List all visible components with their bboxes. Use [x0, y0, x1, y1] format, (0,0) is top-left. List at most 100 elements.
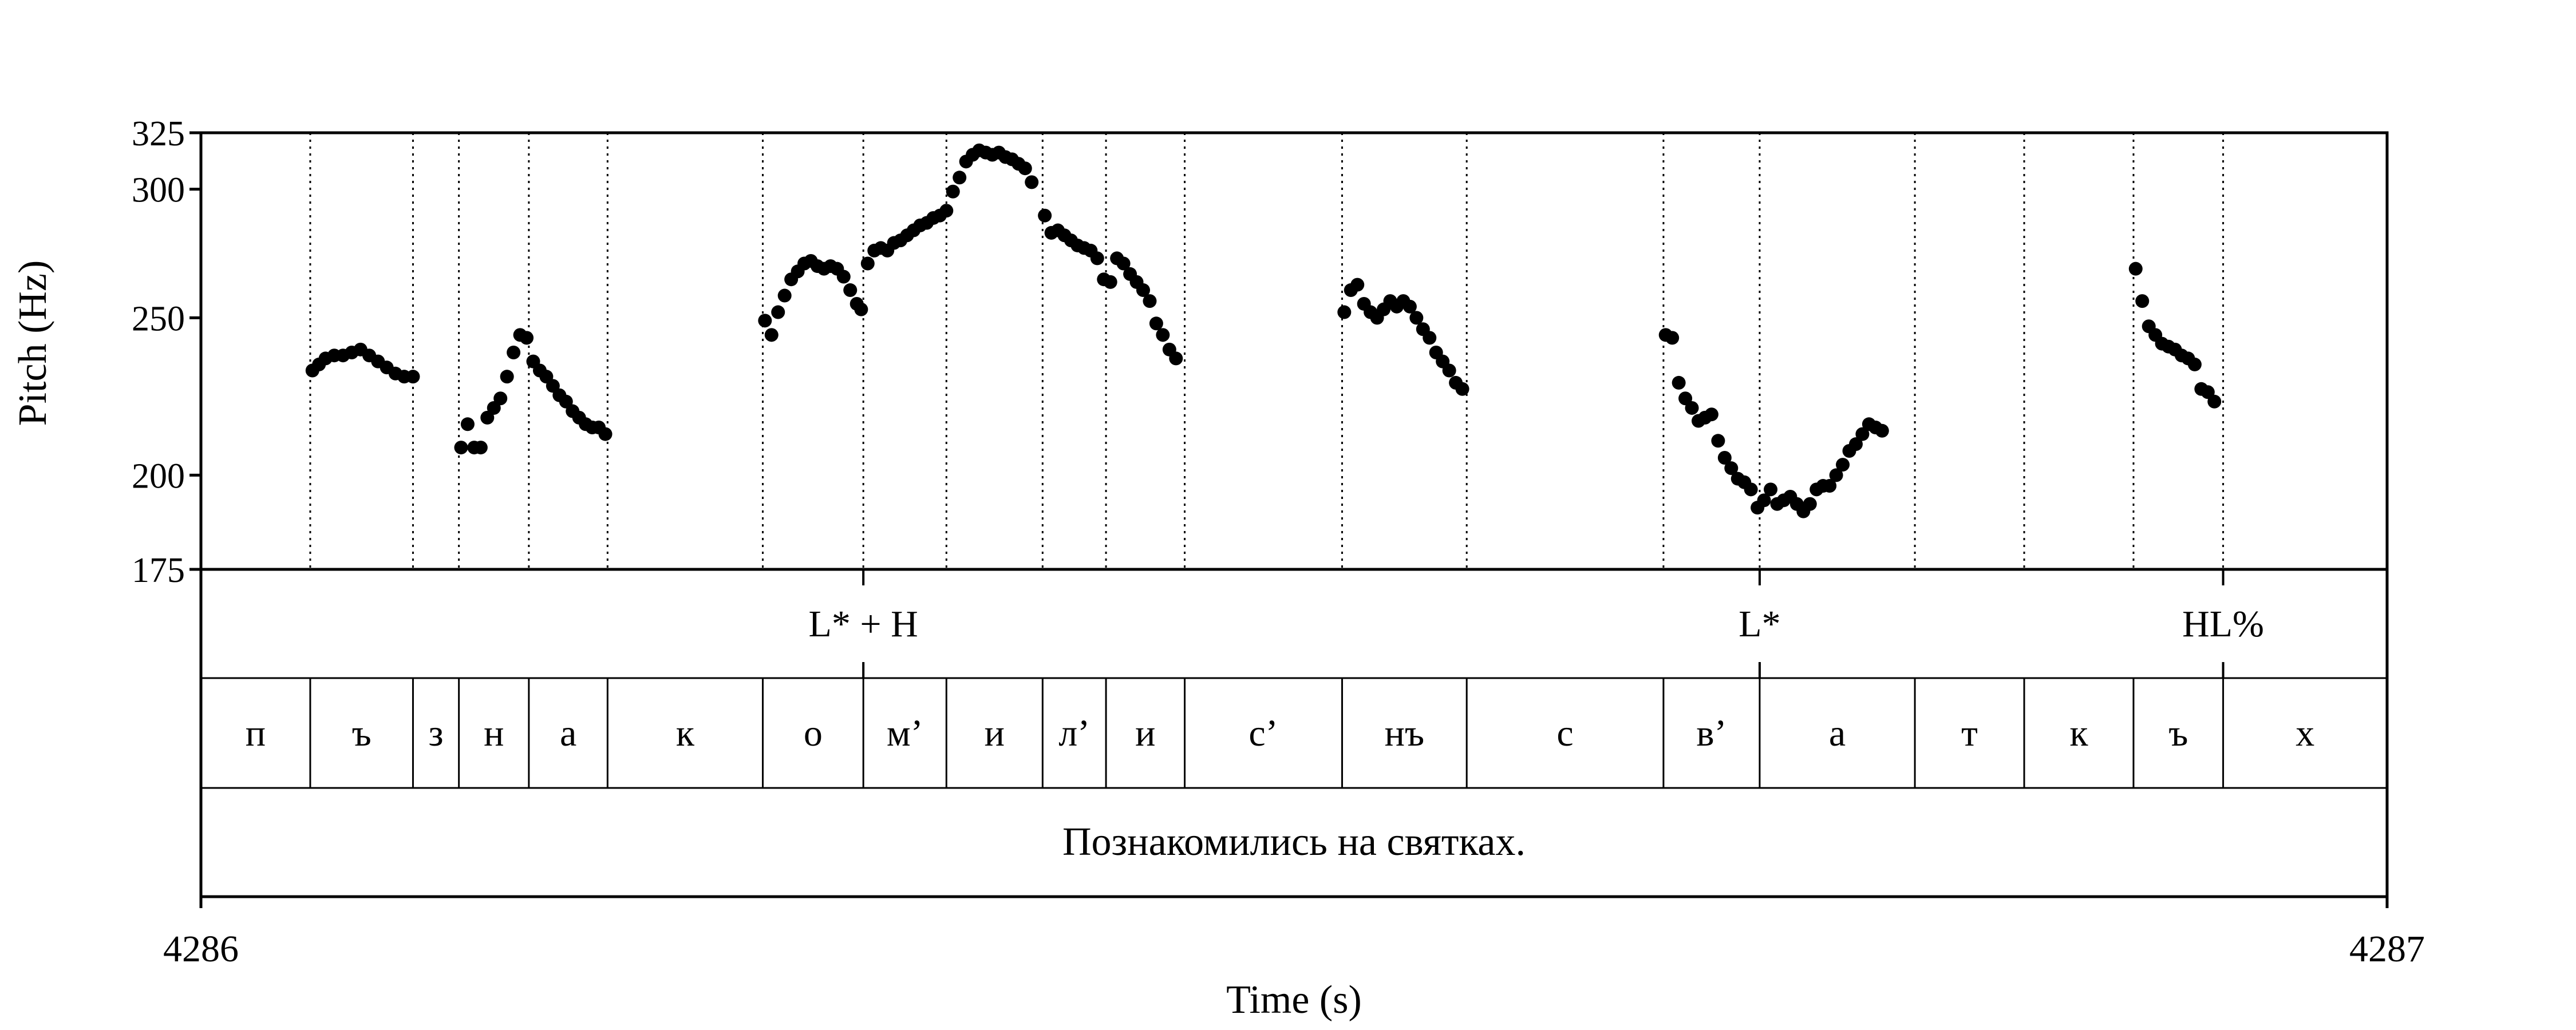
pitch-point — [507, 346, 521, 360]
pitch-point — [1848, 437, 1863, 451]
y-axis-title: Pitch (Hz) — [11, 260, 55, 426]
segment-label: ъ — [2168, 712, 2188, 754]
pitch-point — [1875, 423, 1889, 438]
pitch-point — [1704, 407, 1718, 422]
tone-label: L* — [1739, 603, 1780, 645]
segment-label: с — [1556, 712, 1573, 754]
pitch-point — [1038, 208, 1052, 223]
pitch-point — [771, 305, 785, 319]
pitch-point — [836, 270, 851, 284]
segment-label: и — [985, 712, 1005, 754]
pitch-point — [1350, 278, 1365, 292]
y-tick-label: 175 — [132, 551, 185, 590]
segment-label: т — [1961, 712, 1978, 754]
pitch-point — [764, 328, 779, 342]
segment-label: а — [560, 712, 576, 754]
pitch-point — [860, 256, 875, 271]
pitch-point — [1757, 493, 1771, 508]
pitch-point — [1724, 461, 1739, 476]
pitch-point — [843, 283, 858, 298]
segment-label: х — [2296, 712, 2314, 754]
x-tick-label: 4287 — [2349, 928, 2425, 970]
segment-label: нъ — [1385, 712, 1424, 754]
pitch-point — [598, 427, 613, 441]
pitch-point — [1090, 251, 1104, 266]
pitch-point — [854, 302, 868, 316]
segment-label: в’ — [1696, 712, 1726, 754]
pitch-point — [487, 401, 501, 415]
pitch-point — [2187, 357, 2202, 371]
pitch-point — [520, 331, 534, 345]
pitch-point — [460, 417, 475, 431]
pitch-point — [777, 288, 792, 303]
pitch-point — [1717, 450, 1732, 465]
segment-label: к — [2069, 712, 2088, 754]
pitch-point — [454, 441, 468, 455]
y-tick-label: 200 — [132, 457, 185, 496]
pitch-point — [1711, 434, 1725, 448]
x-tick-label: 4286 — [163, 928, 239, 970]
pitch-point — [1823, 479, 1837, 493]
segment-label: л’ — [1058, 712, 1090, 754]
y-tick-label: 325 — [132, 114, 185, 153]
pitch-point — [1169, 351, 1183, 366]
tier-frame — [199, 568, 2389, 898]
pitch-point — [1678, 391, 1693, 406]
pitch-point — [1423, 331, 1437, 345]
pitch-point — [1829, 468, 1843, 482]
pitch-point — [493, 391, 508, 406]
segment-label: и — [1135, 712, 1155, 754]
pitch-point — [1402, 299, 1417, 314]
pitch-point — [1764, 482, 1778, 497]
y-tick-label: 250 — [132, 299, 185, 338]
pitch-point — [1018, 161, 1032, 176]
pitch-point — [1665, 331, 1680, 345]
pitch-point — [1409, 311, 1424, 325]
segment-label: ъ — [352, 712, 372, 754]
pitch-point — [1103, 275, 1117, 289]
annotation-tiers: L* + H L* HL% п ъ з н а к о м’ и л’ и с’ нъ с в’ а т к ъ х Позн… — [199, 568, 2389, 898]
pitch-point — [473, 441, 488, 455]
pitch-point — [1744, 482, 1758, 497]
segment-label: с’ — [1249, 712, 1278, 754]
pitch-point — [1116, 256, 1131, 271]
x-axis-title: Time (s) — [1226, 978, 1362, 1022]
pitch-point — [946, 184, 960, 199]
pitch-point — [1455, 382, 1469, 396]
pitch-point — [1025, 175, 1039, 189]
y-tick-label: 300 — [132, 171, 185, 210]
pitch-point — [2128, 262, 2143, 276]
pitch-point — [500, 370, 514, 384]
pitch-point — [2135, 294, 2150, 308]
segment-label: з — [429, 712, 444, 754]
pitch-point — [1442, 363, 1456, 378]
pitch-point — [1855, 427, 1870, 441]
pitch-point — [1836, 458, 1850, 472]
pitch-point — [1136, 283, 1150, 298]
pitch-point — [1337, 305, 1352, 319]
segment-label: п — [246, 712, 266, 754]
segment-label: а — [1829, 712, 1846, 754]
tone-label: L* + H — [809, 603, 918, 645]
pitch-point — [953, 171, 967, 185]
tone-label: HL% — [2182, 603, 2264, 645]
pitch-point — [1143, 294, 1157, 308]
pitch-point — [1156, 328, 1170, 342]
pitch-point — [1672, 375, 1686, 390]
axis-labels: 4286 4287 Time (s) Pitch (Hz) — [11, 260, 2425, 1022]
sentence-label: Познакомились на святках. — [1062, 820, 1526, 864]
pitch-point — [939, 204, 954, 218]
pitch-point — [559, 394, 573, 409]
pitch-point — [480, 410, 495, 425]
pitch-panel: 175 200 250 300 325 — [132, 114, 2389, 590]
pitch-point — [1685, 401, 1699, 415]
pitch-point — [1803, 497, 1817, 511]
segment-label: н — [484, 712, 504, 754]
pitch-point — [1149, 316, 1163, 331]
segment-label: к — [676, 712, 695, 754]
segment-label: м’ — [887, 712, 923, 754]
pitch-point — [2207, 394, 2222, 409]
segment-label: о — [804, 712, 823, 754]
pitch-point — [758, 314, 772, 328]
